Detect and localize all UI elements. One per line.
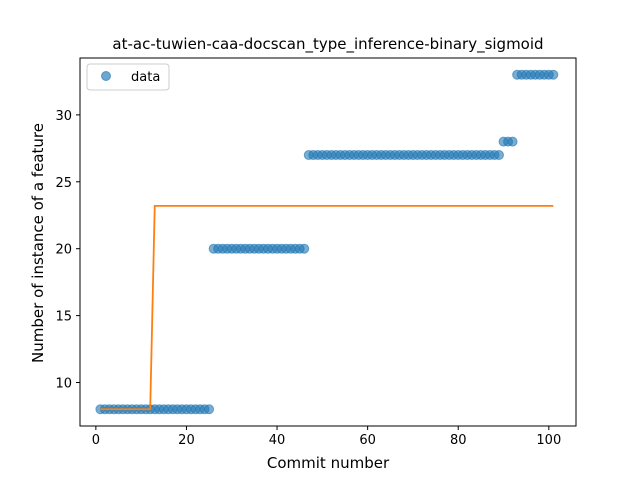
y-tick-label: 15: [55, 310, 72, 325]
x-tick-label: 20: [178, 433, 195, 448]
x-tick-label: 60: [359, 433, 376, 448]
y-tick-label: 20: [55, 243, 72, 258]
y-tick-label: 25: [55, 176, 72, 191]
plot-area: [95, 69, 559, 415]
legend: data: [86, 63, 170, 91]
y-tick-label: 10: [55, 377, 72, 392]
legend-box: [86, 63, 170, 91]
data-point: [494, 150, 504, 161]
y-axis-label: Number of instance of a feature: [29, 123, 47, 363]
y-tick-label: 30: [55, 109, 72, 124]
x-tick-label: 0: [92, 433, 100, 448]
x-tick-label: 40: [269, 433, 286, 448]
x-tick-label: 80: [450, 433, 467, 448]
axis-ticks: 0 20 40 60 80 100 10 15 20 25 30: [55, 57, 577, 448]
legend-marker-data: [101, 71, 111, 81]
plot-frame: [79, 57, 577, 427]
x-axis-label: Commit number: [267, 454, 390, 472]
series-data-points: [95, 69, 559, 415]
data-point: [548, 69, 559, 80]
legend-label-data: data: [131, 70, 160, 85]
x-tick-label: 100: [536, 433, 561, 448]
data-point: [507, 136, 518, 147]
data-point: [299, 243, 310, 254]
series-line: [100, 204, 554, 411]
data-point: [204, 404, 215, 415]
chart-title: at-ac-tuwien-caa-docscan_type_inference-…: [112, 35, 543, 54]
